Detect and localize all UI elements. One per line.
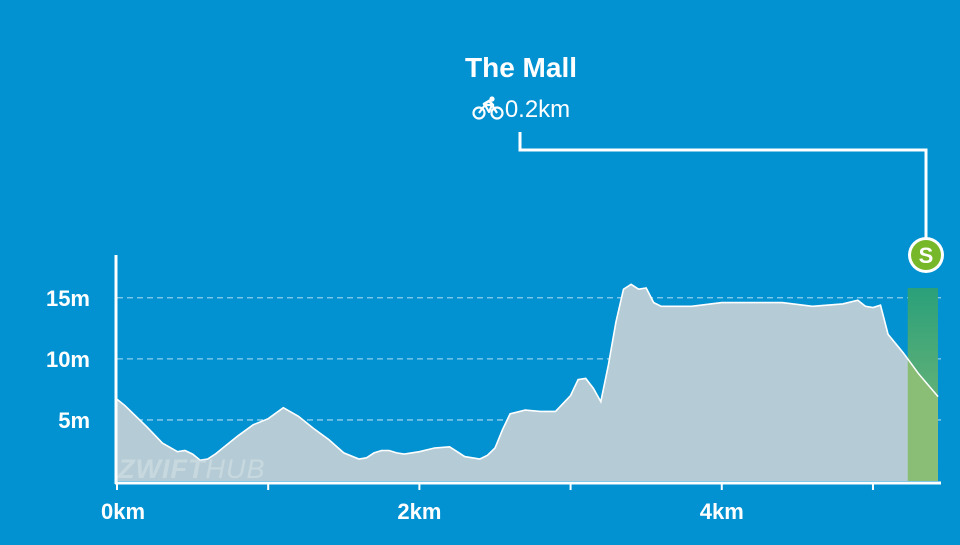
elevation-area	[117, 284, 938, 481]
elevation-profile	[116, 283, 939, 481]
bicycle-icon	[472, 96, 504, 127]
x-tick-label: 4km	[700, 499, 744, 524]
segment-profile-fill	[907, 358, 939, 481]
segment-distance-value: 0.2km	[504, 96, 571, 123]
sprint-badge-icon[interactable]: S	[908, 237, 944, 273]
watermark-part1: ZWIFT	[117, 454, 207, 484]
elevation-line	[116, 283, 939, 462]
svg-text:ZWIFTHUB: ZWIFTHUB	[117, 454, 265, 484]
segment-title: The Mall	[464, 52, 577, 83]
segment-leader-line	[518, 132, 928, 240]
segment-distance: 0.2km	[421, 96, 621, 127]
y-tick-label: 15m	[46, 286, 90, 311]
x-tick-label: 2km	[397, 499, 441, 524]
x-tick-label: 0km	[101, 499, 145, 524]
axes: 0km 2km 4km 5m 10m 15m	[46, 255, 941, 524]
badge-letter: S	[919, 243, 934, 268]
watermark-part2: HUB	[205, 454, 265, 484]
y-tick-label: 10m	[46, 347, 90, 372]
zwifthub-watermark: ZWIFTHUB	[117, 454, 265, 484]
y-tick-label: 5m	[58, 408, 90, 433]
